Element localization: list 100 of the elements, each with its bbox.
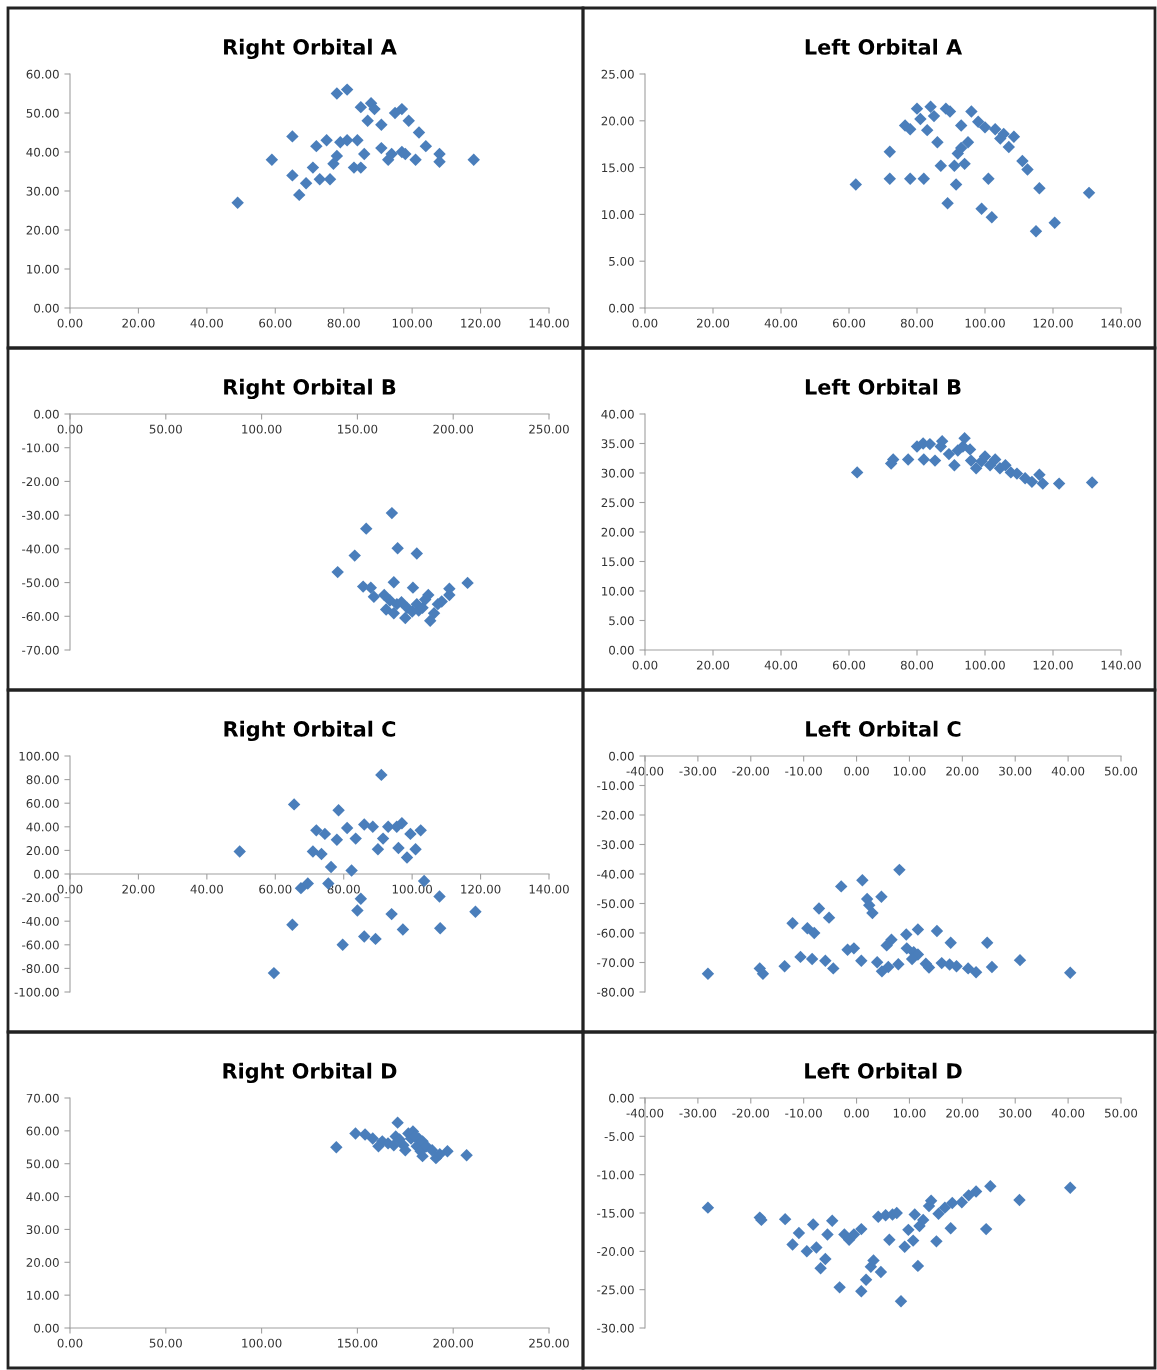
point	[366, 1132, 379, 1145]
point	[969, 462, 983, 475]
point	[320, 134, 333, 147]
point	[358, 930, 371, 943]
point	[354, 100, 368, 114]
point	[916, 1213, 930, 1227]
point	[954, 119, 968, 132]
point	[310, 824, 323, 837]
point	[233, 845, 246, 858]
x-tick-label: 0.00	[844, 766, 869, 776]
point	[310, 139, 323, 153]
y-tick-label: 30.00	[601, 468, 634, 478]
point	[930, 924, 944, 938]
point	[330, 1141, 343, 1154]
x-tick-label: 120.00	[1033, 660, 1073, 670]
point	[414, 824, 427, 837]
point	[375, 768, 388, 782]
x-tick-label: 60.00	[259, 884, 292, 894]
point	[778, 960, 791, 973]
point	[805, 952, 819, 966]
point	[354, 892, 368, 905]
y-tick-label: 5.00	[609, 256, 634, 266]
y-tick-label: 40.00	[26, 1192, 59, 1202]
y-tick-label: -10.00	[22, 443, 59, 453]
x-tick-label: 20.00	[696, 318, 730, 328]
point	[808, 926, 821, 940]
point	[827, 962, 840, 975]
point	[893, 863, 906, 877]
point	[927, 109, 941, 123]
x-tick-label: -20.00	[732, 766, 770, 776]
point	[978, 450, 992, 463]
y-tick-label: 40.00	[26, 147, 59, 157]
point	[286, 169, 299, 182]
point	[954, 141, 968, 155]
x-tick-label: 100.00	[965, 660, 1005, 670]
point	[1025, 475, 1039, 489]
point	[396, 923, 410, 936]
y-tick-label: 30.00	[26, 186, 59, 196]
x-tick-label: 40.00	[764, 660, 798, 670]
y-tick-label: 60.00	[26, 1126, 59, 1136]
x-tick-label: 150.00	[338, 424, 378, 434]
point	[875, 890, 888, 903]
point	[330, 149, 344, 163]
point	[911, 1259, 925, 1273]
point	[924, 100, 937, 113]
x-tick-label: 40.00	[1051, 1108, 1085, 1118]
x-tick-label: 0.00	[57, 1338, 83, 1348]
y-tick-label: 30.00	[26, 1225, 59, 1235]
y-tick-label: 100.00	[19, 751, 59, 761]
point	[941, 196, 954, 210]
x-tick-label: 150.00	[338, 1338, 378, 1348]
x-tick-label: 20.00	[696, 660, 730, 670]
x-tick-label: 20.00	[946, 1108, 979, 1118]
x-tick-label: 0.00	[57, 884, 83, 894]
point	[286, 130, 299, 143]
y-tick-label: 60.00	[26, 798, 59, 808]
point	[914, 112, 927, 126]
y-tick-label: 10.00	[602, 210, 634, 220]
point	[917, 172, 931, 186]
point	[286, 918, 299, 931]
x-tick-label: 100.00	[392, 884, 433, 894]
x-tick-label: 100.00	[242, 424, 282, 434]
point	[984, 1179, 997, 1193]
point	[364, 581, 378, 594]
point	[826, 1214, 839, 1227]
point	[410, 547, 424, 560]
point	[701, 967, 715, 980]
y-tick-label: 15.00	[602, 163, 634, 173]
point	[392, 841, 405, 855]
point	[406, 581, 420, 594]
x-tick-label: 120.00	[461, 884, 501, 894]
point	[400, 851, 414, 864]
x-tick-label: 0.00	[632, 660, 658, 670]
point	[822, 911, 836, 924]
x-tick-label: 20.00	[946, 766, 979, 776]
point	[367, 590, 381, 603]
point	[961, 136, 975, 149]
point	[875, 965, 889, 978]
chart-title: Left Orbital A	[805, 38, 963, 55]
point	[376, 832, 390, 845]
x-tick-label: 250.00	[529, 1338, 569, 1348]
y-tick-label: -80.00	[22, 964, 59, 974]
y-tick-label: 70.00	[26, 1093, 59, 1103]
point	[372, 1140, 385, 1153]
point	[855, 954, 868, 967]
x-tick-label: 100.00	[392, 318, 433, 328]
point	[880, 939, 893, 952]
point	[902, 1223, 915, 1237]
point	[944, 936, 957, 949]
x-tick-label: 50.00	[1105, 1108, 1138, 1118]
x-tick-label: 10.00	[893, 766, 926, 776]
y-tick-label: 20.00	[26, 846, 59, 856]
point	[924, 1194, 938, 1207]
point	[971, 115, 985, 128]
x-tick-label: 40.00	[764, 318, 798, 328]
y-tick-label: -25.00	[597, 1285, 634, 1295]
point	[958, 431, 971, 445]
x-tick-label: 40.00	[1051, 766, 1085, 776]
point	[1036, 477, 1050, 490]
y-tick-label: 50.00	[26, 108, 59, 118]
